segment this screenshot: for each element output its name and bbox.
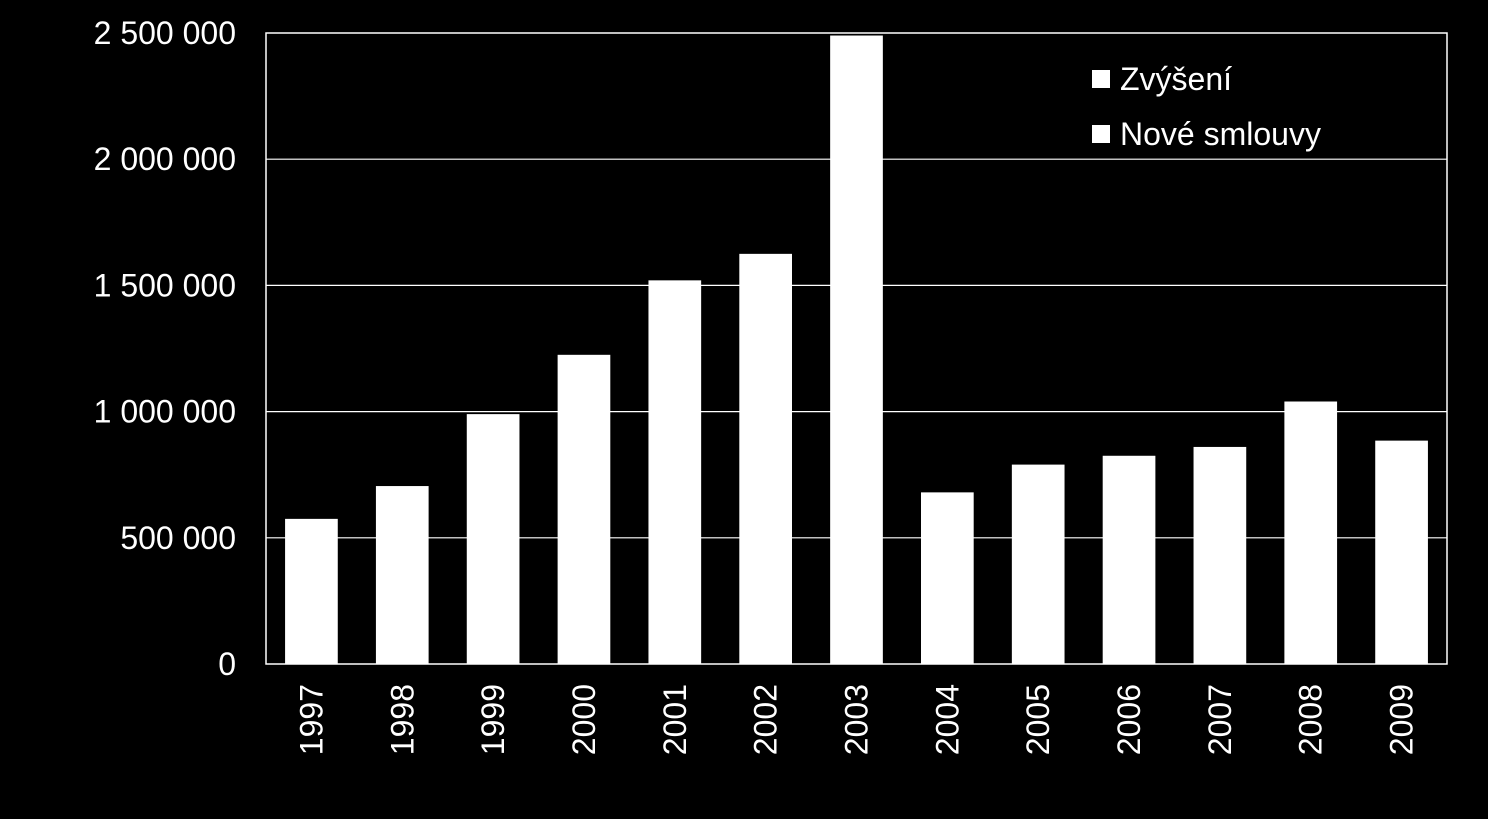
x-tick-label: 2000 [566, 684, 602, 755]
bars-group [285, 35, 1428, 665]
bar-nove-smlouvy-2000 [557, 354, 611, 664]
bar-nove-smlouvy-1999 [466, 414, 520, 664]
legend: Zvýšení Nové smlouvy [1092, 61, 1321, 152]
x-tick-label: 2002 [748, 684, 784, 755]
y-tick-label: 2 500 000 [94, 15, 236, 51]
x-tick-label: 2004 [929, 684, 965, 755]
y-tick-label: 500 000 [120, 520, 236, 556]
y-tick-label: 1 500 000 [94, 267, 236, 303]
legend-swatch-nove-smlouvy [1092, 125, 1110, 143]
legend-label-nove-smlouvy: Nové smlouvy [1120, 116, 1321, 152]
x-tick-label: 2008 [1293, 684, 1329, 755]
y-axis-tick-labels: 0 500 000 1 000 000 1 500 000 2 000 000 2 500… [94, 15, 236, 682]
bar-nove-smlouvy-2007 [1193, 446, 1247, 664]
bar-nove-smlouvy-2002 [739, 253, 792, 664]
x-axis-tick-labels: 1997 1998 1999 2000 2001 2002 2003 2004 2005 2006… [293, 684, 1419, 755]
x-tick-label: 1999 [475, 684, 511, 755]
y-tick-label: 2 000 000 [94, 141, 236, 177]
bar-nove-smlouvy-1998 [375, 486, 429, 664]
x-tick-label: 1998 [384, 684, 420, 755]
x-tick-label: 1997 [293, 684, 329, 755]
bar-nove-smlouvy-2004 [921, 492, 974, 664]
bar-nove-smlouvy-2003 [830, 35, 883, 665]
x-tick-label: 2006 [1111, 684, 1147, 755]
bar-nove-smlouvy-2009 [1375, 440, 1428, 664]
y-tick-label: 0 [218, 646, 236, 682]
bar-nove-smlouvy-2006 [1102, 455, 1156, 664]
x-tick-label: 2005 [1020, 684, 1056, 755]
bar-nove-smlouvy-2008 [1284, 401, 1338, 664]
bar-nove-smlouvy-2005 [1011, 464, 1065, 664]
legend-swatch-zvyseni [1092, 70, 1110, 88]
x-tick-label: 2001 [657, 684, 693, 755]
bar-nove-smlouvy-1997 [285, 518, 338, 664]
y-tick-label: 1 000 000 [94, 394, 236, 430]
x-tick-label: 2009 [1384, 684, 1420, 755]
legend-label-zvyseni: Zvýšení [1120, 61, 1232, 97]
x-tick-label: 2003 [839, 684, 875, 755]
x-tick-label: 2007 [1202, 684, 1238, 755]
bar-nove-smlouvy-2001 [648, 280, 702, 664]
